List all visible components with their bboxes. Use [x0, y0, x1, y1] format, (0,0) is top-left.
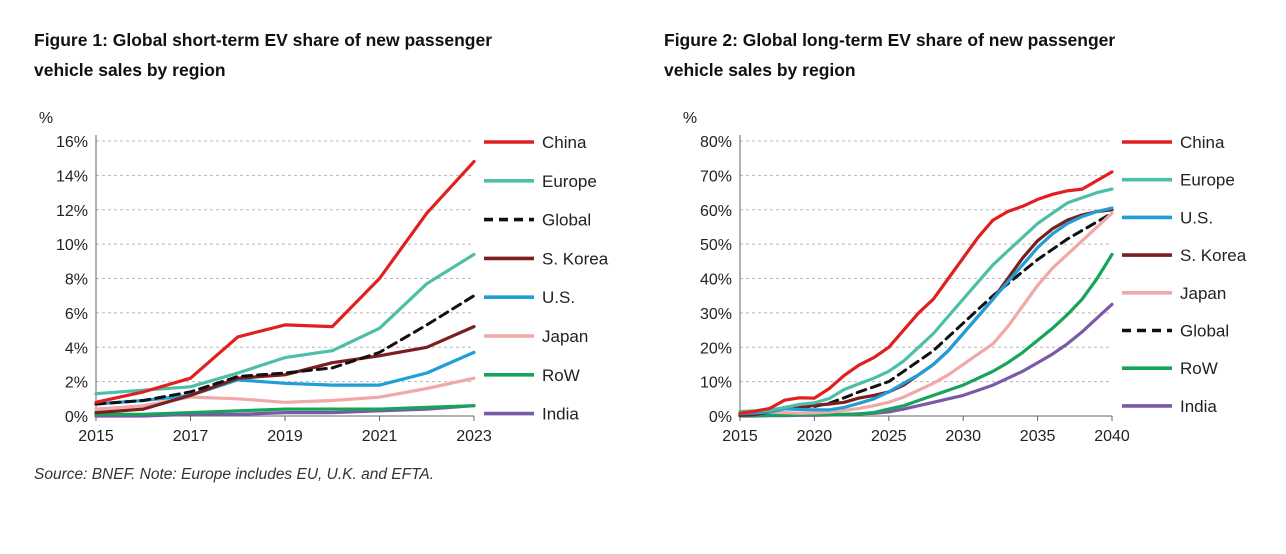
fig2-legend-label-u-s: U.S.: [1180, 208, 1213, 227]
fig2-legend-label-s-korea: S. Korea: [1180, 246, 1247, 265]
fig2-y-tick-label: 0%: [709, 409, 732, 426]
fig1-x-tick-label: 2023: [456, 428, 492, 445]
figure-2-title: Figure 2: Global long-term EV share of n…: [664, 25, 1244, 85]
fig1-legend-label-s-korea: S. Korea: [542, 249, 609, 268]
fig2-legend-label-row: RoW: [1180, 359, 1218, 378]
fig2-x-tick-label: 2015: [722, 428, 758, 445]
fig1-x-tick-label: 2021: [362, 428, 398, 445]
fig1-legend-label-japan: Japan: [542, 327, 588, 346]
fig1-y-tick-label: 10%: [56, 237, 88, 254]
fig1-legend-label-india: India: [542, 405, 579, 424]
fig1-legend-label-europe: Europe: [542, 172, 597, 191]
fig2-x-tick-label: 2040: [1094, 428, 1130, 445]
figure-1-chart: 0% 2% 4% 6% 8% 10% 12% 14% 16%% 2015 2017 2019 2021 2…: [39, 110, 609, 445]
fig2-y-tick-label: 70%: [700, 168, 732, 185]
fig2-y-tick-label: 10%: [700, 375, 732, 392]
figure-1-title-line1: Figure 1: Global short-term EV share of …: [34, 30, 493, 50]
fig1-series-line-japan: [94, 376, 476, 411]
fig2-y-tick-label: 60%: [700, 203, 732, 220]
fig1-legend-label-china: China: [542, 133, 587, 152]
fig1-y-tick-label: 8%: [65, 272, 88, 289]
fig1-y-axis-label: %: [39, 110, 53, 127]
fig2-x-tick-label: 2030: [945, 428, 981, 445]
fig1-legend-label-row: RoW: [542, 366, 580, 385]
fig2-series-line-europe: [738, 187, 1114, 414]
fig2-legend-label-china: China: [1180, 133, 1225, 152]
source-note: Source: BNEF. Note: Europe includes EU, …: [34, 466, 435, 483]
fig2-x-tick-label: 2025: [871, 428, 907, 445]
fig1-legend-label-global: Global: [542, 211, 591, 230]
fig1-y-tick-label: 6%: [65, 306, 88, 323]
fig2-legend-label-global: Global: [1180, 322, 1229, 341]
fig2-series-line-u-s: [738, 206, 1114, 416]
figure-1-title: Figure 1: Global short-term EV share of …: [34, 25, 614, 85]
fig2-y-tick-label: 30%: [700, 306, 732, 323]
fig1-series-line-europe: [94, 252, 476, 396]
fig1-y-tick-label: 2%: [65, 375, 88, 392]
fig1-y-tick-label: 16%: [56, 134, 88, 151]
fig1-x-tick-label: 2019: [267, 428, 303, 445]
fig2-legend-label-europe: Europe: [1180, 171, 1235, 190]
fig2-x-tick-label: 2020: [797, 428, 833, 445]
fig2-series-line-china: [738, 170, 1114, 415]
fig1-series-line-china: [94, 160, 476, 404]
fig2-x-tick-label: 2035: [1020, 428, 1056, 445]
fig1-x-tick-label: 2015: [78, 428, 114, 445]
fig2-y-tick-label: 20%: [700, 340, 732, 357]
fig1-y-tick-label: 4%: [65, 340, 88, 357]
fig1-x-tick-label: 2017: [173, 428, 209, 445]
figure-1-title-line2: vehicle sales by region: [34, 60, 226, 80]
fig2-legend-label-india: India: [1180, 397, 1217, 416]
fig2-y-tick-label: 50%: [700, 237, 732, 254]
fig2-y-tick-label: 80%: [700, 134, 732, 151]
figure-2-title-line1: Figure 2: Global long-term EV share of n…: [664, 30, 1116, 50]
fig1-series-line-row: [94, 404, 476, 416]
fig1-y-tick-label: 0%: [65, 409, 88, 426]
fig1-series-line-s-korea: [94, 325, 476, 415]
fig1-series-line-india: [94, 404, 476, 418]
figure-2-title-line2: vehicle sales by region: [664, 60, 856, 80]
fig2-legend-label-japan: Japan: [1180, 284, 1226, 303]
fig1-y-tick-label: 14%: [56, 168, 88, 185]
fig2-y-tick-label: 40%: [700, 272, 732, 289]
fig1-legend-label-u-s: U.S.: [542, 288, 575, 307]
fig1-y-tick-label: 12%: [56, 203, 88, 220]
fig2-y-axis-label: %: [683, 110, 697, 127]
fig2-series-line-global: [738, 211, 1114, 416]
fig2-series-line-japan: [738, 211, 1114, 417]
fig1-series-line-global: [94, 294, 476, 406]
